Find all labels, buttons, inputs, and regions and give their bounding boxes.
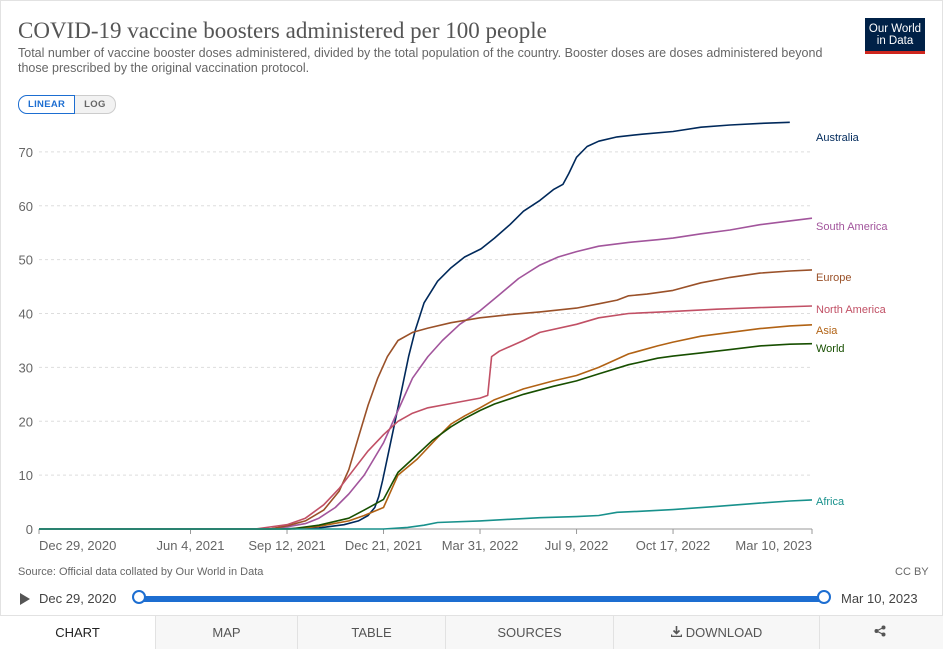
license-link[interactable]: CC BY — [895, 566, 929, 578]
y-tick-label: 60 — [19, 199, 33, 214]
tab-download-label: DOWNLOAD — [685, 625, 763, 640]
series-label-north-america: North America — [816, 304, 887, 316]
line-chart: 0 10 20 30 40 50 60 70 Dec 29, 2020 Jun 4, 2021 Se… — [19, 121, 888, 553]
timeline: Dec 29, 2020 Mar 10, 2023 — [0, 588, 943, 610]
series-label-asia: Asia — [816, 325, 838, 337]
owid-logo[interactable]: Our World in Data — [865, 18, 925, 54]
share-icon — [874, 616, 886, 649]
y-tick-label: 10 — [19, 468, 33, 483]
tab-map-label: MAP — [212, 625, 241, 640]
x-tick-label: Dec 21, 2021 — [345, 538, 422, 553]
chart-title: COVID-19 vaccine boosters administered p… — [18, 18, 547, 43]
x-tick-label: Mar 10, 2023 — [735, 538, 812, 553]
chart-subtitle: Total number of vaccine booster doses ad… — [18, 46, 823, 75]
y-tick-label: 30 — [19, 360, 33, 375]
tab-sources-label: SOURCES — [497, 625, 562, 640]
timeline-end-label: Mar 10, 2023 — [841, 591, 918, 606]
linear-scale-button[interactable]: LINEAR — [18, 95, 76, 114]
x-tick-label: Sep 12, 2021 — [248, 538, 325, 553]
x-tick-label: Jun 4, 2021 — [157, 538, 225, 553]
y-tick-label: 40 — [19, 307, 33, 322]
scale-toggle: LINEAR LOG — [18, 95, 116, 114]
tab-table-label: TABLE — [351, 625, 392, 640]
timeline-end-handle[interactable] — [817, 590, 831, 604]
tab-chart-label: CHART — [55, 625, 100, 640]
logo-line-2: in Data — [876, 35, 914, 47]
tab-sources[interactable]: SOURCES — [446, 616, 614, 649]
y-tick-label: 50 — [19, 253, 33, 268]
series-label-europe: Europe — [816, 272, 851, 284]
series-label-australia: Australia — [816, 132, 860, 144]
y-tick-label: 20 — [19, 414, 33, 429]
series-line-australia — [39, 121, 790, 530]
tab-chart[interactable]: CHART — [0, 616, 156, 649]
source-note: Source: Official data collated by Our Wo… — [18, 566, 264, 578]
timeline-track[interactable] — [139, 596, 824, 602]
series-line-europe — [39, 269, 813, 530]
series-line-south-america — [39, 217, 813, 530]
series-label-south-america: South America — [816, 221, 888, 233]
tab-table[interactable]: TABLE — [298, 616, 446, 649]
tab-share[interactable] — [820, 616, 943, 649]
timeline-start-handle[interactable] — [132, 590, 146, 604]
y-tick-label: 70 — [19, 145, 33, 160]
series-label-africa: Africa — [816, 496, 845, 508]
series-line-africa — [39, 499, 813, 530]
tab-bar: CHART MAP TABLE SOURCES DOWNLOAD — [0, 615, 943, 649]
x-tick-label: Dec 29, 2020 — [39, 538, 116, 553]
log-scale-button[interactable]: LOG — [75, 95, 116, 114]
play-icon[interactable] — [20, 593, 30, 605]
tab-download[interactable]: DOWNLOAD — [614, 616, 820, 649]
x-tick-label: Jul 9, 2022 — [545, 538, 609, 553]
series-label-world: World — [816, 343, 845, 355]
series-line-world — [39, 342, 813, 530]
x-tick-label: Oct 17, 2022 — [636, 538, 710, 553]
x-tick-label: Mar 31, 2022 — [442, 538, 519, 553]
timeline-start-label: Dec 29, 2020 — [39, 591, 117, 606]
tab-map[interactable]: MAP — [156, 616, 298, 649]
y-tick-label: 0 — [26, 522, 33, 537]
download-icon — [670, 616, 682, 649]
series-line-north-america — [39, 305, 813, 530]
logo-line-1: Our World — [868, 23, 922, 35]
series-line-asia — [39, 324, 813, 530]
